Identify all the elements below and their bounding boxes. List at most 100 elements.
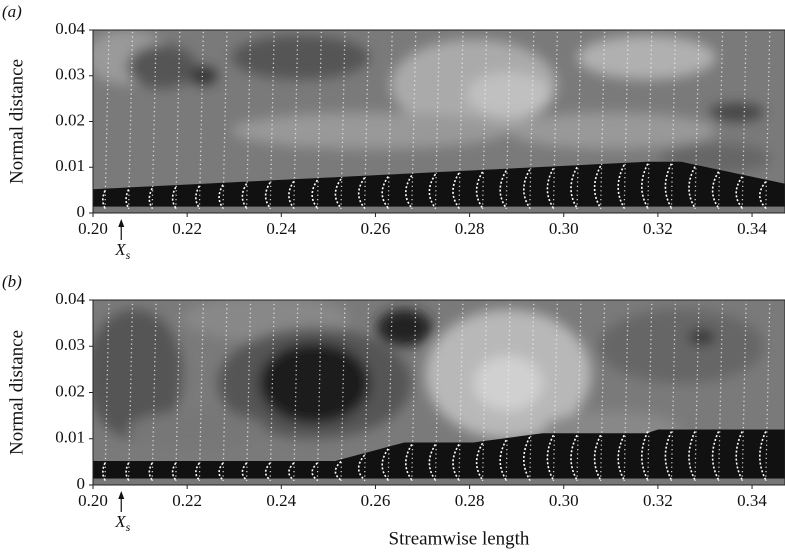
x-tick-label: 0.30 — [549, 491, 579, 510]
x-tick-label: 0.26 — [361, 219, 391, 238]
contour-region — [189, 66, 218, 85]
velocity-vectors — [735, 176, 743, 209]
x-tick-label: 0.28 — [455, 219, 485, 238]
velocity-vectors — [334, 178, 342, 209]
y-tick-label: 0 — [77, 202, 86, 221]
y-tick-label: 0 — [77, 474, 86, 493]
x-tick-label: 0.22 — [172, 219, 202, 238]
velocity-vectors — [711, 171, 720, 209]
annotation-text: Xs — [114, 240, 130, 262]
velocity-vectors — [241, 183, 248, 209]
velocity-vectors — [664, 163, 673, 209]
plot-area — [93, 300, 785, 485]
velocity-vectors — [288, 462, 295, 481]
velocity-vectors — [381, 176, 389, 209]
contour-region — [598, 309, 765, 384]
velocity-vectors — [241, 462, 248, 481]
velocity-vectors — [102, 190, 106, 209]
contour-region — [708, 103, 765, 122]
contour-region — [231, 112, 509, 149]
y-tick-label: 0.01 — [55, 428, 85, 447]
velocity-vectors — [617, 434, 625, 481]
velocity-vectors — [523, 169, 531, 209]
velocity-vectors — [617, 164, 625, 209]
velocity-vectors — [546, 434, 555, 481]
y-tick-label: 0.01 — [55, 156, 85, 175]
annotation-subscript: s — [126, 248, 131, 262]
y-axis-label: Normal distance — [6, 59, 27, 184]
velocity-vectors — [125, 462, 130, 481]
y-tick-label: 0.04 — [55, 19, 85, 38]
velocity-vectors — [218, 184, 224, 209]
y-tick-label: 0.03 — [55, 335, 85, 354]
velocity-vectors — [125, 189, 130, 209]
annotation-arrowhead — [118, 491, 125, 499]
velocity-vectors — [735, 431, 743, 481]
velocity-vectors — [641, 163, 649, 209]
velocity-vectors — [148, 462, 153, 481]
field-contours — [93, 300, 765, 448]
separation-band — [93, 161, 785, 213]
contour-region — [376, 309, 433, 347]
velocity-vectors — [195, 185, 201, 209]
velocity-vectors — [546, 167, 555, 209]
plot-area — [93, 30, 785, 213]
velocity-vectors — [357, 177, 366, 209]
x-axis-label: Streamwise length — [389, 528, 530, 549]
velocity-vectors — [641, 431, 649, 481]
annotation-subscript: s — [126, 520, 131, 534]
velocity-vectors — [593, 434, 602, 481]
velocity-vectors — [381, 448, 389, 481]
wall-strip — [93, 478, 785, 485]
contour-region — [93, 309, 183, 439]
y-tick-label: 0.02 — [55, 110, 85, 129]
field-contours — [93, 30, 772, 173]
velocity-vectors — [523, 436, 531, 481]
velocity-vectors — [593, 165, 602, 209]
annotation-label: X — [114, 240, 126, 259]
contour-region — [259, 342, 370, 424]
x-tick-label: 0.26 — [361, 491, 391, 510]
panel-label: (a) — [2, 2, 22, 21]
velocity-vectors — [171, 186, 177, 209]
velocity-vectors — [499, 439, 507, 481]
y-tick-label: 0.02 — [55, 381, 85, 400]
annotation-text: Xs — [114, 512, 130, 534]
contour-region — [688, 329, 716, 345]
x-tick-label: 0.20 — [78, 491, 108, 510]
x-tick-label: 0.24 — [266, 219, 296, 238]
velocity-vectors — [195, 462, 201, 481]
velocity-vectors — [759, 431, 767, 481]
velocity-vectors — [499, 170, 507, 209]
velocity-vectors — [171, 462, 177, 481]
contour-region — [127, 411, 266, 448]
contour-region — [577, 35, 716, 80]
velocity-vectors — [264, 181, 271, 209]
wall-strip — [93, 206, 785, 213]
annotation-label: X — [114, 512, 126, 531]
x-tick-label: 0.30 — [549, 219, 579, 238]
velocity-vectors — [475, 442, 484, 481]
velocity-vectors — [711, 431, 720, 481]
y-tick-label: 0.04 — [55, 289, 85, 308]
velocity-vectors — [664, 431, 673, 481]
contour-region — [127, 44, 197, 89]
velocity-vectors — [148, 187, 153, 209]
contour-region — [508, 112, 716, 149]
x-tick-label: 0.20 — [78, 219, 108, 238]
contour-region — [231, 35, 370, 80]
y-tick-label: 0.03 — [55, 65, 85, 84]
x-tick-label: 0.24 — [266, 491, 296, 510]
x-tick-label: 0.34 — [737, 219, 767, 238]
velocity-vectors — [102, 462, 106, 481]
velocity-vectors — [405, 174, 413, 209]
velocity-vectors — [334, 460, 342, 481]
x-tick-label: 0.34 — [737, 491, 767, 510]
velocity-vectors — [357, 454, 366, 481]
velocity-vectors — [264, 462, 271, 481]
velocity-vectors — [688, 431, 696, 481]
x-tick-label: 0.28 — [455, 491, 485, 510]
annotation-arrowhead — [118, 219, 125, 227]
panel-label: (b) — [2, 272, 22, 291]
y-axis-label: Normal distance — [6, 330, 27, 455]
